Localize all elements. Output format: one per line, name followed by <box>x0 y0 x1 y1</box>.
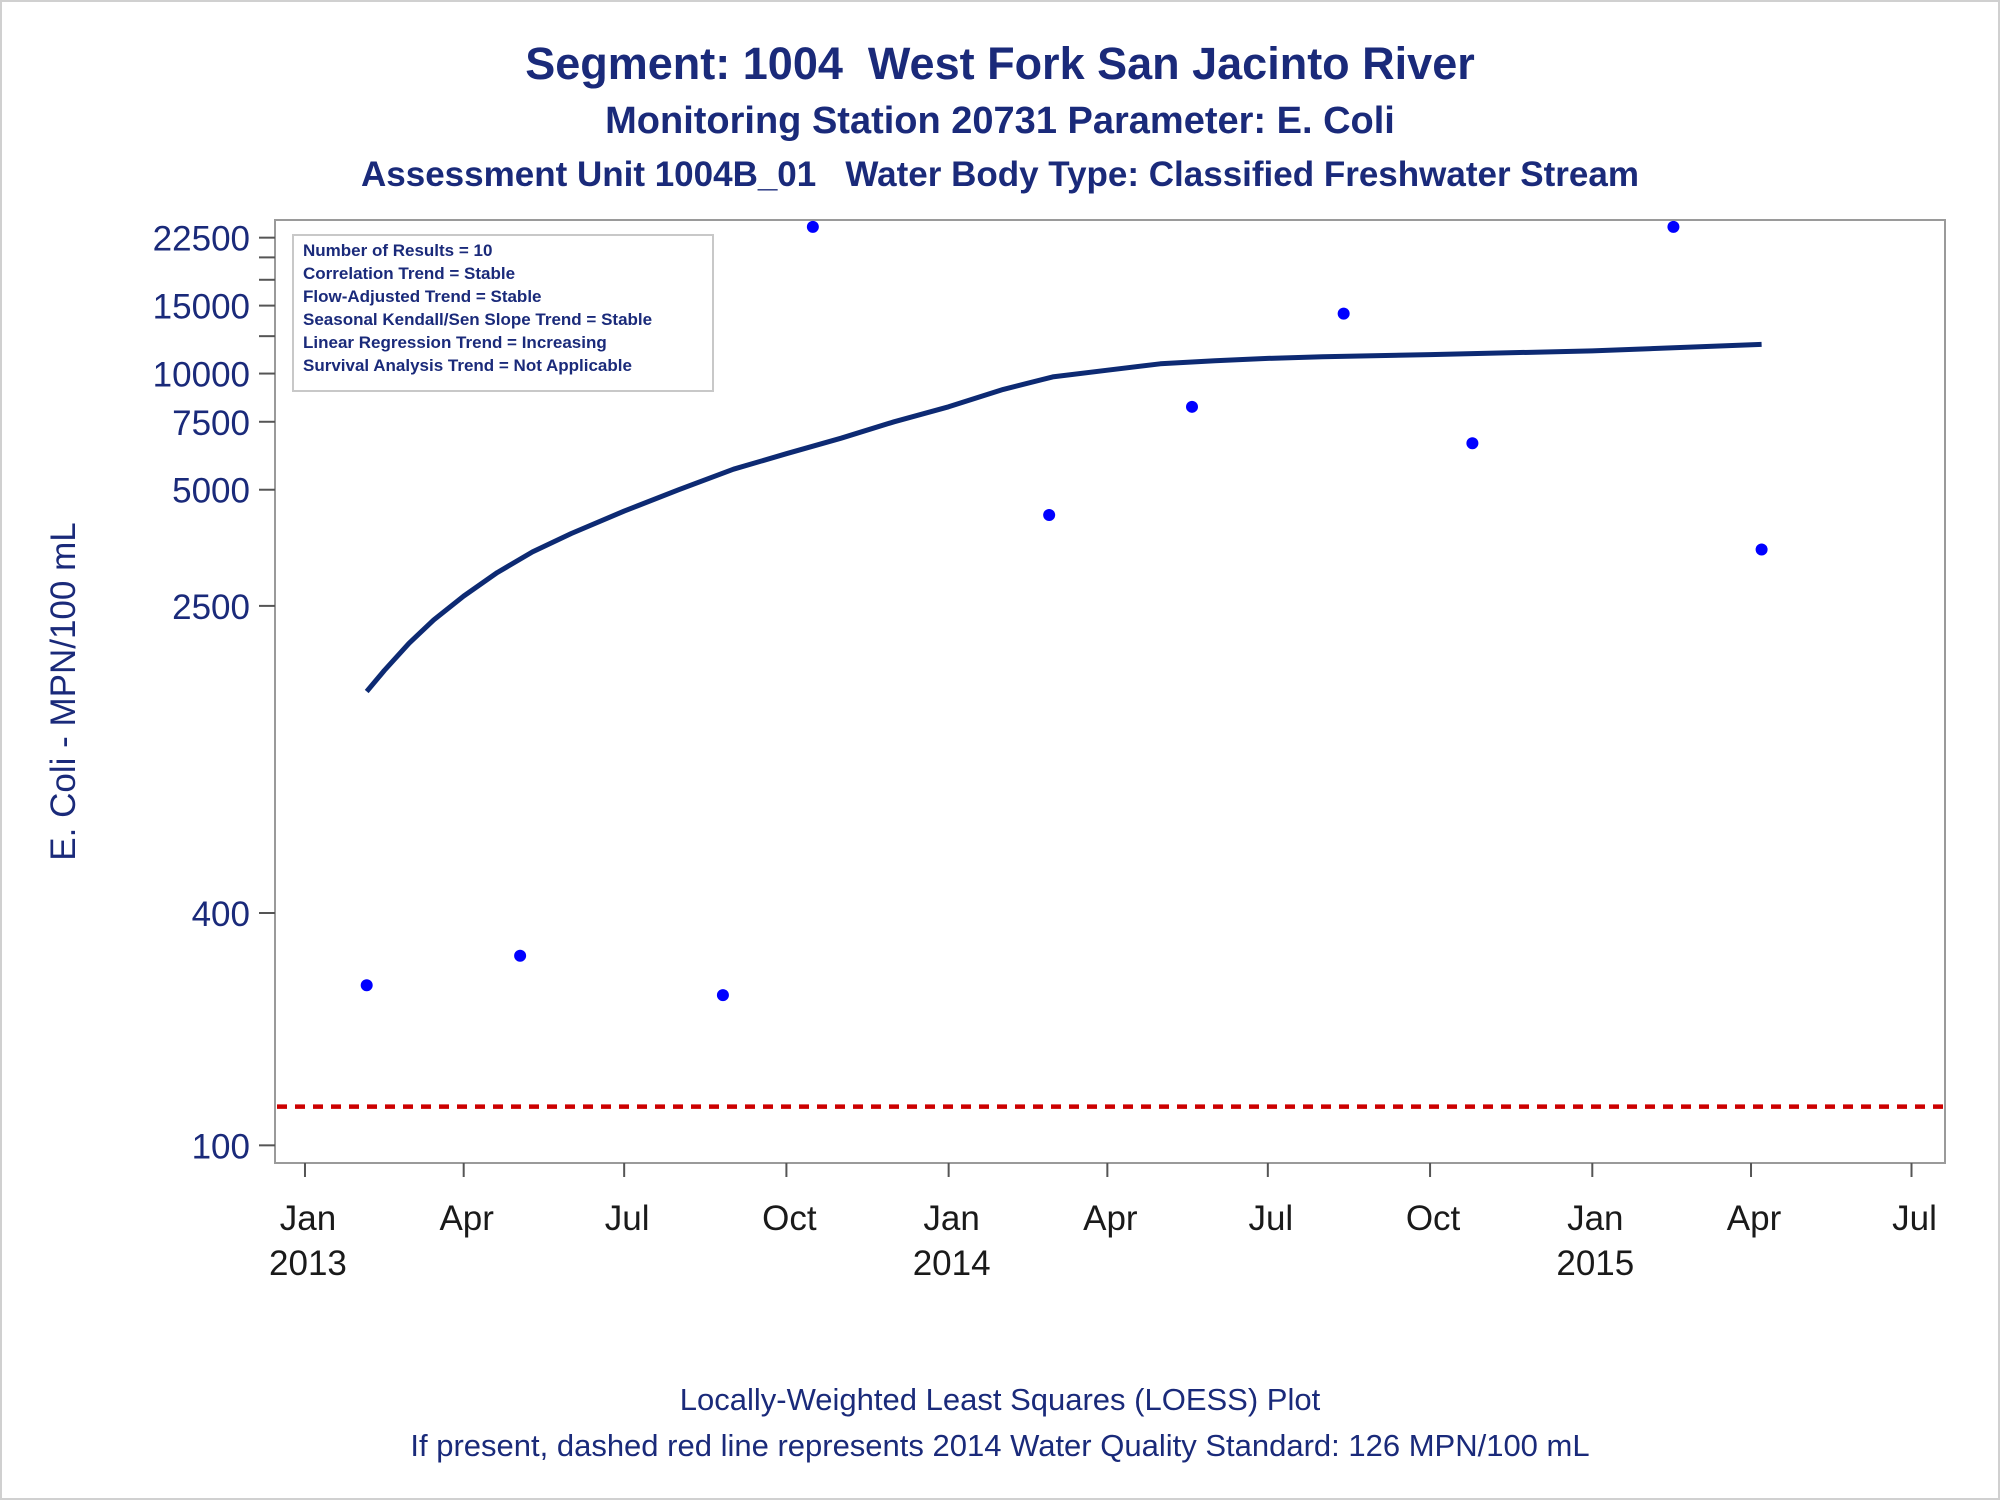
y-tick-label: 22500 <box>153 220 250 259</box>
trend-summary-line: Seasonal Kendall/Sen Slope Trend = Stabl… <box>303 310 652 329</box>
x-tick-label: Jan <box>280 1199 336 1238</box>
x-tick-label: Jan <box>923 1199 979 1238</box>
y-tick-label: 100 <box>192 1127 250 1166</box>
x-tick-label: Apr <box>439 1199 494 1238</box>
trend-summary-box <box>292 234 714 392</box>
data-point <box>514 949 527 962</box>
loess-curve <box>364 341 1762 694</box>
data-point <box>716 989 729 1002</box>
plot-area-border <box>274 219 1946 1164</box>
trend-summary-line: Flow-Adjusted Trend = Stable <box>303 287 542 306</box>
x-tick-label: Oct <box>762 1199 817 1238</box>
footnote-loess: Locally-Weighted Least Squares (LOESS) P… <box>679 1382 1321 1417</box>
footnote-standard: If present, dashed red line represents 2… <box>410 1428 1590 1463</box>
data-point <box>1755 543 1768 556</box>
trend-summary-line: Correlation Trend = Stable <box>303 264 515 283</box>
trend-summary-line: Survival Analysis Trend = Not Applicable <box>303 356 632 375</box>
data-point <box>1667 220 1680 233</box>
x-tick-label: Oct <box>1406 1199 1461 1238</box>
x-tick-label: Jan <box>1567 1199 1623 1238</box>
x-tick-year-label: 2015 <box>1556 1244 1634 1283</box>
y-tick-label: 15000 <box>153 288 250 327</box>
data-point <box>360 979 373 992</box>
x-tick-year-label: 2014 <box>913 1244 991 1283</box>
data-point <box>806 220 819 233</box>
chart-title: Segment: 1004 West Fork San Jacinto Rive… <box>525 38 1475 89</box>
chart-subtitle: Monitoring Station 20731 Parameter: E. C… <box>605 100 1395 142</box>
trend-summary-line: Linear Regression Trend = Increasing <box>303 333 607 352</box>
data-point <box>1337 307 1350 320</box>
data-point <box>1466 437 1479 450</box>
data-point <box>1186 400 1199 413</box>
x-tick-label: Apr <box>1727 1199 1782 1238</box>
y-axis-title: E. Coli - MPN/100 mL <box>44 522 83 860</box>
x-tick-label: Jul <box>605 1199 650 1238</box>
y-tick-label: 5000 <box>172 472 250 511</box>
data-point <box>1043 509 1056 522</box>
x-tick-label: Jul <box>1892 1199 1937 1238</box>
x-tick-label: Apr <box>1083 1199 1138 1238</box>
x-tick-year-label: 2013 <box>269 1244 347 1283</box>
y-tick-label: 7500 <box>172 404 250 443</box>
y-tick-label: 2500 <box>172 588 250 627</box>
chart-subtitle-2: Assessment Unit 1004B_01 Water Body Type… <box>361 155 1639 194</box>
y-tick-label: 10000 <box>153 356 250 395</box>
y-tick-label: 400 <box>192 895 250 934</box>
x-tick-label: Jul <box>1248 1199 1293 1238</box>
trend-summary-line: Number of Results = 10 <box>303 241 492 260</box>
